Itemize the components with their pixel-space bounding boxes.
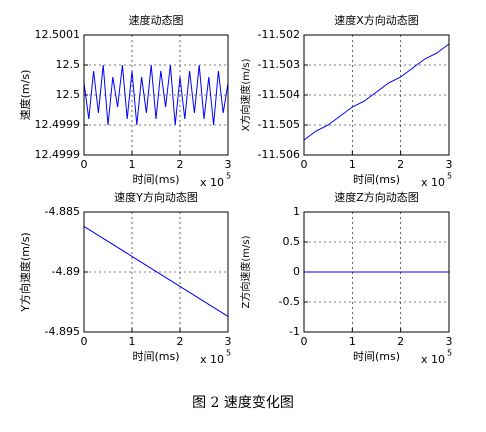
axes-box xyxy=(83,34,229,156)
x-tick-label: 1 xyxy=(349,158,356,171)
y-tick-label: 12.5 xyxy=(56,58,81,71)
x-tick-label: 3 xyxy=(446,158,453,171)
chart-title: 速度Y方向动态图 xyxy=(114,190,198,204)
x-tick-label: 1 xyxy=(129,158,136,171)
y-tick-label: -4.89 xyxy=(52,265,80,278)
x-scale-exponent: 5 xyxy=(226,172,231,181)
y-axis-label: X方向速度(m/s) xyxy=(239,58,252,131)
x-scale-exponent: 5 xyxy=(447,172,452,181)
x-tick-label: 1 xyxy=(349,335,356,348)
y-axis-label: Y方向速度(m/s) xyxy=(18,232,32,312)
axes-box xyxy=(83,211,229,333)
y-tick-label: -11.502 xyxy=(258,28,300,41)
x-tick-label: 2 xyxy=(397,335,404,348)
x-tick-label: 0 xyxy=(301,158,308,171)
y-tick-label: -11.506 xyxy=(258,148,300,161)
x-scale-label: x 10 xyxy=(421,176,445,189)
chart-title: 速度Z方向动态图 xyxy=(334,190,419,204)
x-axis-label: 时间(ms) xyxy=(353,350,400,363)
data-line xyxy=(83,64,229,126)
y-tick-label: -11.503 xyxy=(258,58,300,71)
x-tick-label: 3 xyxy=(225,158,232,171)
x-tick-label: 2 xyxy=(177,335,184,348)
y-tick-label: 12.4999 xyxy=(35,118,81,131)
x-tick-label: 0 xyxy=(81,158,88,171)
chart-title: 速度动态图 xyxy=(129,13,184,27)
x-axis-label: 时间(ms) xyxy=(353,173,400,186)
axes-box xyxy=(303,211,450,333)
data-line xyxy=(83,225,229,317)
x-tick-label: 1 xyxy=(129,335,136,348)
y-tick-label: 12.4999 xyxy=(35,148,81,161)
x-tick-label: 3 xyxy=(446,335,453,348)
x-scale-label: x 10 xyxy=(421,353,445,366)
x-scale-label: x 10 xyxy=(200,176,224,189)
y-tick-label: -11.505 xyxy=(258,118,300,131)
x-scale-exponent: 5 xyxy=(226,349,231,358)
y-tick-label: 0.5 xyxy=(283,235,301,248)
y-tick-label: -1 xyxy=(289,325,300,338)
y-tick-label: 12.5 xyxy=(56,88,81,101)
y-tick-label: -0.5 xyxy=(279,295,300,308)
x-tick-label: 2 xyxy=(397,158,404,171)
x-tick-label: 0 xyxy=(301,335,308,348)
x-scale-label: x 10 xyxy=(200,353,224,366)
axes-box xyxy=(303,34,450,156)
y-axis-label: Z方向速度(m/s) xyxy=(239,235,252,308)
x-tick-label: 2 xyxy=(177,158,184,171)
x-axis-label: 时间(ms) xyxy=(132,173,179,186)
y-tick-label: 1 xyxy=(293,205,300,218)
x-scale-exponent: 5 xyxy=(447,349,452,358)
x-tick-label: 0 xyxy=(81,335,88,348)
y-tick-label: -4.885 xyxy=(45,205,80,218)
y-tick-label: -11.504 xyxy=(258,88,300,101)
y-tick-label: 0 xyxy=(293,265,300,278)
y-axis-label: 速度(m/s) xyxy=(18,70,32,121)
x-tick-label: 3 xyxy=(225,335,232,348)
chart-title: 速度X方向动态图 xyxy=(334,13,419,27)
data-line xyxy=(303,43,450,141)
caption: 图 2 速度变化图 xyxy=(192,395,294,411)
x-axis-label: 时间(ms) xyxy=(132,350,179,363)
y-tick-label: -4.895 xyxy=(45,325,80,338)
y-tick-label: 12.5001 xyxy=(35,28,81,41)
